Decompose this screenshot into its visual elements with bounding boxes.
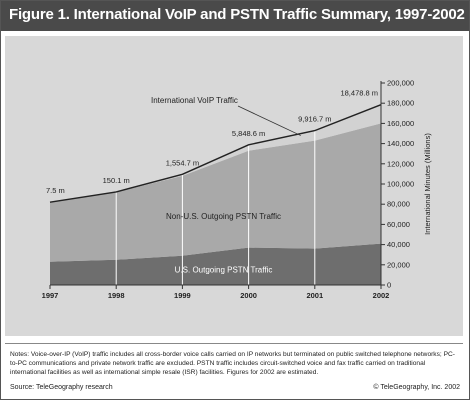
x-axis: 1997 1998 1999 2000 2001 2002 — [42, 284, 390, 300]
y-axis-title: International Minutes (Millions) — [423, 133, 432, 235]
data-label: 18,478.8 m — [340, 89, 378, 98]
chart-outline — [49, 104, 382, 203]
series-labels: U.S. Outgoing PSTN Traffic Non-U.S. Outgo… — [151, 96, 301, 274]
divider — [5, 343, 463, 344]
x-tick-label: 2001 — [306, 291, 323, 300]
area-non-u-s-outgoing-pstn-traffic — [50, 123, 381, 262]
figure-title: Figure 1. International VoIP and PSTN Tr… — [9, 6, 465, 23]
figure-footer: Source: TeleGeography research © TeleGeo… — [10, 384, 460, 394]
series-label-non-us-pstn: Non-U.S. Outgoing PSTN Traffic — [166, 212, 281, 221]
x-tick-label: 2000 — [240, 291, 257, 300]
voip-leader-line — [237, 105, 301, 136]
data-label: 9,916.7 m — [298, 115, 331, 124]
y-tick-label: 200,000 — [387, 79, 414, 88]
y-tick-label: 0 — [387, 281, 391, 290]
chart-gridlines — [115, 130, 316, 285]
y-tick-label: 40,000 — [387, 240, 410, 249]
y-tick-label: 80,000 — [387, 200, 410, 209]
source-text: Source: TeleGeography research — [10, 384, 113, 391]
y-axis: 0 20,000 40,000 60,000 80,000 100,000 120,000 1… — [380, 79, 432, 290]
data-label: 150.1 m — [103, 176, 130, 185]
y-tick-label: 120,000 — [387, 159, 414, 168]
x-tick-label: 1997 — [42, 291, 59, 300]
data-label: 5,848.6 m — [232, 129, 265, 138]
y-tick-label: 160,000 — [387, 119, 414, 128]
x-tick-label: 2002 — [373, 291, 390, 300]
x-tick-label: 1998 — [108, 291, 125, 300]
y-tick-label: 60,000 — [387, 220, 410, 229]
y-tick-label: 140,000 — [387, 139, 414, 148]
title-bar: Figure 1. International VoIP and PSTN Tr… — [1, 1, 469, 31]
total-outline — [49, 104, 382, 203]
data-label: 1,554.7 m — [166, 158, 199, 167]
area-u-s-outgoing-pstn-traffic — [50, 243, 381, 285]
data-labels: 7.5 m 150.1 m 1,554.7 m 5,848.6 m 9,916.7 m 1… — [46, 89, 378, 195]
y-tick-label: 100,000 — [387, 180, 414, 189]
figure-notes: Notes: Voice-over-IP (VoIP) traffic incl… — [10, 351, 455, 376]
chart-areas — [50, 104, 381, 285]
x-tick-label: 1999 — [174, 291, 191, 300]
series-label-voip: International VoIP Traffic — [151, 96, 238, 105]
copyright-text: © TeleGeography, Inc. 2002 — [373, 384, 460, 391]
y-tick-label: 180,000 — [387, 99, 414, 108]
series-label-us-pstn: U.S. Outgoing PSTN Traffic — [175, 265, 273, 274]
y-tick-label: 20,000 — [387, 260, 410, 269]
data-label: 7.5 m — [46, 186, 65, 195]
